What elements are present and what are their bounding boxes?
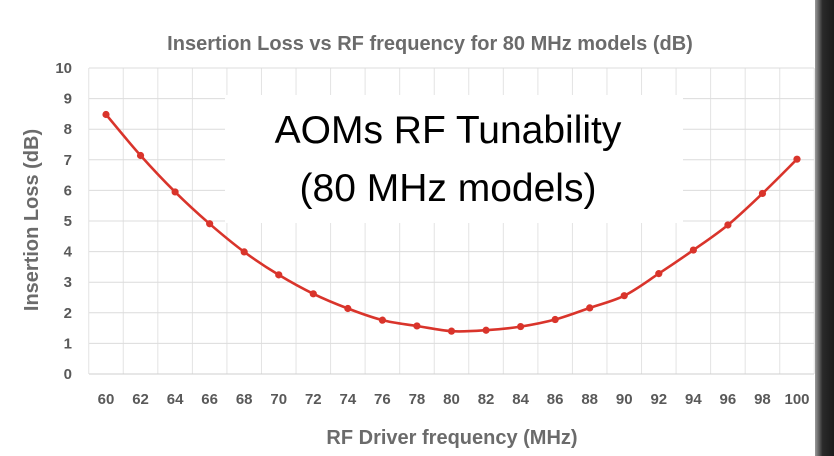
data-point (655, 270, 663, 278)
x-tick-label: 74 (340, 391, 357, 408)
y-tick-label: 8 (64, 121, 72, 138)
chart-title: Insertion Loss vs RF frequency for 80 MH… (167, 33, 693, 55)
y-tick-label: 3 (64, 274, 72, 291)
x-tick-label: 88 (581, 391, 598, 408)
x-tick-label: 96 (720, 391, 737, 408)
data-point (206, 220, 214, 228)
data-point (447, 327, 456, 335)
data-point (413, 322, 421, 330)
y-tick-labels: 0 1 2 3 4 5 6 7 8 9 10 (55, 60, 72, 383)
x-tick-labels: 60 62 64 66 68 70 72 74 76 78 80 82 84 86 88 90 92 94 96 98… (98, 391, 810, 408)
x-tick-label: 94 (685, 391, 702, 408)
data-point (275, 271, 283, 279)
x-tick-label: 82 (478, 391, 495, 408)
x-tick-label: 86 (547, 391, 564, 408)
data-point (551, 315, 559, 324)
annotation-box (225, 95, 683, 223)
data-point (102, 110, 110, 119)
y-tick-label: 1 (64, 335, 72, 352)
y-tick-label: 9 (64, 91, 72, 108)
x-tick-label: 60 (98, 391, 115, 408)
data-point (309, 290, 317, 298)
data-point (482, 326, 490, 334)
data-point (793, 155, 801, 163)
x-tick-label: 90 (616, 391, 633, 408)
data-point (378, 316, 386, 324)
data-point (620, 292, 628, 300)
x-tick-label: 84 (512, 391, 529, 408)
data-point (724, 221, 732, 229)
y-tick-label: 2 (64, 305, 72, 322)
y-tick-label: 7 (64, 152, 72, 169)
y-tick-label: 0 (64, 366, 72, 383)
x-tick-label: 100 (784, 391, 809, 408)
x-tick-label: 64 (167, 391, 184, 408)
x-tick-label: 78 (409, 391, 426, 408)
annotation-line-2: (80 MHz models) (300, 167, 597, 210)
data-point (517, 322, 525, 331)
window-edge (815, 0, 834, 456)
y-tick-label: 5 (64, 213, 72, 230)
data-point (689, 246, 697, 254)
x-axis-title: RF Driver frequency (MHz) (326, 427, 577, 449)
x-tick-label: 80 (443, 391, 460, 408)
data-point (240, 248, 248, 256)
series-insertion-loss (102, 110, 801, 335)
x-tick-label: 98 (754, 391, 771, 408)
y-axis-title: Insertion Loss (dB) (21, 129, 43, 311)
data-point (758, 189, 767, 198)
y-tick-label: 4 (64, 244, 73, 261)
x-tick-label: 66 (201, 391, 218, 408)
x-tick-label: 68 (236, 391, 253, 408)
data-point (136, 151, 145, 160)
data-point (344, 304, 352, 313)
data-point (171, 188, 179, 196)
x-tick-label: 72 (305, 391, 322, 408)
x-tick-label: 70 (270, 391, 287, 408)
x-tick-label: 62 (132, 391, 149, 408)
x-tick-label: 92 (650, 391, 667, 408)
y-tick-label: 10 (55, 60, 72, 77)
data-point (586, 304, 594, 312)
y-tick-label: 6 (64, 182, 72, 199)
x-tick-label: 76 (374, 391, 391, 408)
annotation-line-1: AOMs RF Tunability (275, 109, 622, 152)
